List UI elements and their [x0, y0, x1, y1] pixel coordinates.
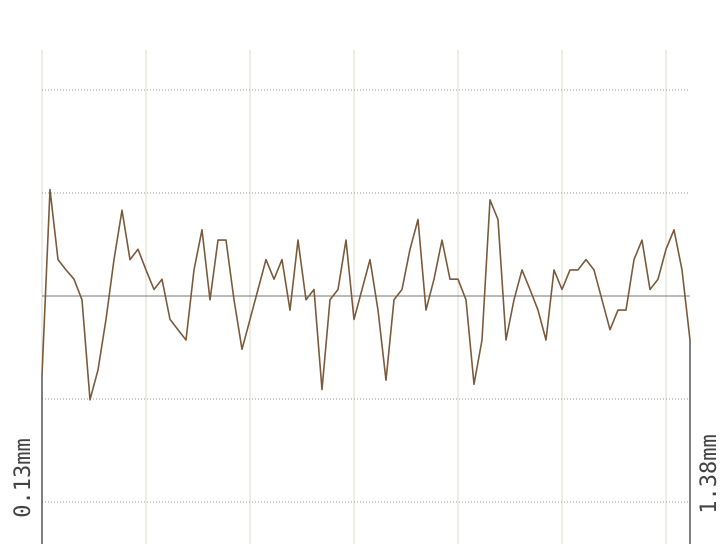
right-label: 1.38mm [697, 434, 722, 513]
left-label: 0.13mm [11, 438, 36, 517]
profile-line [41, 188, 691, 401]
grid [41, 50, 691, 544]
